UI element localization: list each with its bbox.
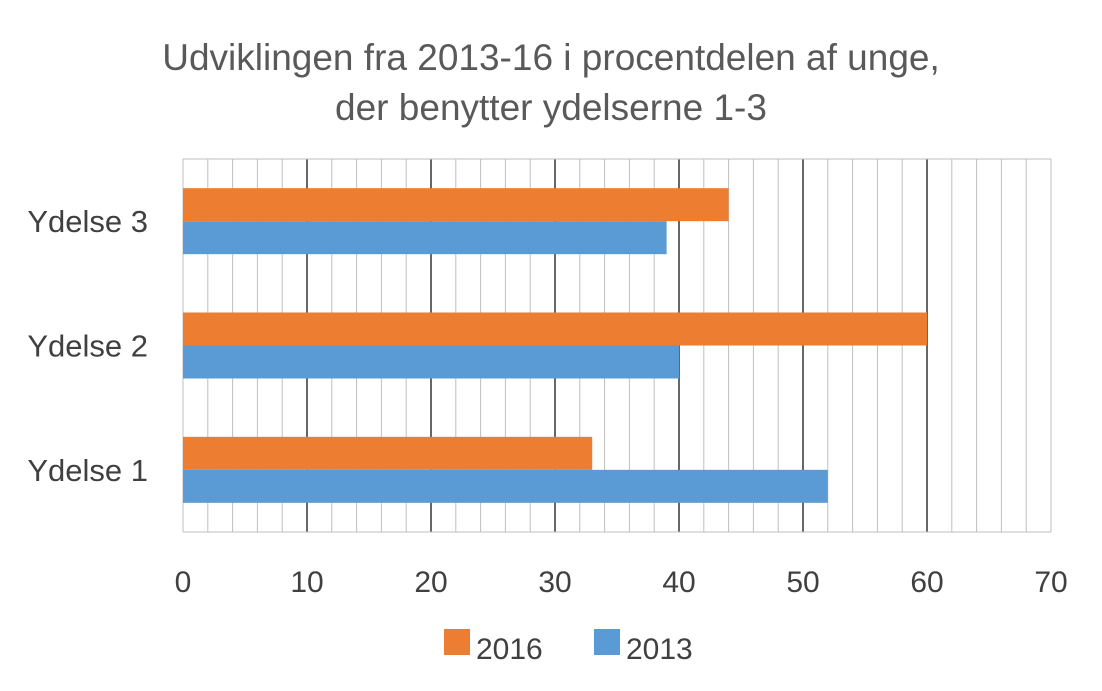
bar-2016-ydelse-2 [183, 312, 927, 346]
x-tick-label: 0 [175, 566, 192, 599]
chart-title-line-1: Udviklingen fra 2013-16 i procentdelen a… [162, 37, 940, 78]
bar-2013-ydelse-1 [183, 469, 828, 503]
legend-label-2016: 2016 [476, 633, 543, 666]
legend-label-2013: 2013 [626, 633, 693, 666]
x-tick-label: 40 [662, 566, 695, 599]
legend-swatch-2013 [594, 629, 620, 655]
plot-area: Ydelse 3 Ydelse 2 Ydelse 1 0 10 20 30 40 50 60 70 [27, 158, 1068, 599]
legend: 2016 2013 [444, 629, 693, 666]
category-label: Ydelse 2 [27, 329, 148, 364]
x-tick-label: 10 [290, 566, 323, 599]
legend-swatch-2016 [444, 629, 470, 655]
bar-2013-ydelse-2 [183, 345, 679, 379]
bar-2016-ydelse-3 [183, 188, 729, 222]
x-tick-label: 60 [910, 566, 943, 599]
chart-title: Udviklingen fra 2013-16 i procentdelen a… [162, 37, 940, 128]
x-tick-label: 30 [538, 566, 571, 599]
category-label: Ydelse 3 [27, 204, 148, 239]
x-tick-label: 70 [1034, 566, 1067, 599]
x-tick-label: 20 [414, 566, 447, 599]
bar-2013-ydelse-3 [183, 221, 667, 255]
x-tick-label: 50 [786, 566, 819, 599]
category-label: Ydelse 1 [27, 453, 148, 488]
chart-title-line-2: der benytter ydelserne 1-3 [335, 87, 767, 128]
bar-2016-ydelse-1 [183, 436, 593, 470]
